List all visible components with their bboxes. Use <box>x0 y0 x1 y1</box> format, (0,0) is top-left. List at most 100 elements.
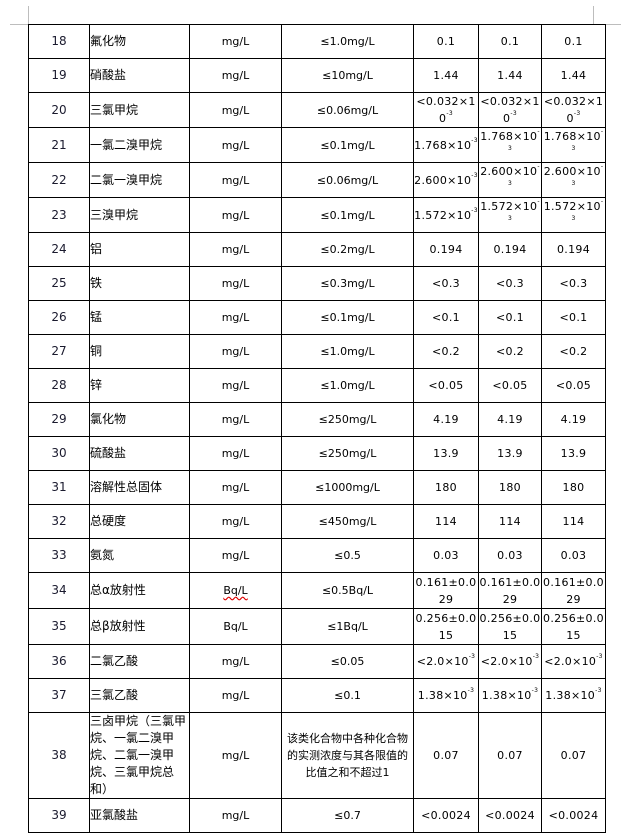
row-number-cell: 38 <box>28 712 90 799</box>
result-value: 0.07 <box>497 749 523 762</box>
unit-text: mg/L <box>221 103 250 117</box>
unit-cell: mg/L <box>189 470 282 505</box>
unit-text: mg/L <box>221 311 250 324</box>
result-cell: <0.032×10-3 <box>541 92 606 128</box>
unit-cell: mg/L <box>189 368 282 403</box>
result-exponent: -3 <box>507 163 540 188</box>
result-value: 1.38×10 <box>417 689 468 702</box>
table-row: 23 三溴甲烷 mg/L ≤0.1mg/L 1.572×10-3 1.572×10-3 1.… <box>28 197 606 233</box>
row-number-cell: 21 <box>28 127 90 163</box>
unit-text: mg/L <box>221 345 250 358</box>
result-value: <0.05 <box>428 379 464 392</box>
result-value: 1.38×10 <box>545 689 596 702</box>
result-cell: 1.768×10-3 <box>478 127 542 163</box>
unit-text: mg/L <box>221 481 250 494</box>
result-cell: 114 <box>541 504 606 539</box>
page-corner-mark-right-v <box>593 6 594 24</box>
result-cell: 13.9 <box>541 436 606 471</box>
table-row: 36 二氯乙酸 mg/L ≤0.05 <2.0×10-3 <2.0×10-3 <2.0×10… <box>28 644 606 679</box>
result-cell: 0.1 <box>541 24 606 59</box>
result-cell: 0.256±0.015 <box>478 608 542 645</box>
result-value: 0.256±0.015 <box>415 611 477 642</box>
result-cell: 114 <box>413 504 479 539</box>
unit-text: Bq/L <box>223 620 248 633</box>
result-cell: 0.194 <box>413 232 479 267</box>
row-number-cell: 33 <box>28 538 90 573</box>
item-name-cell: 总β放射性 <box>89 608 190 645</box>
result-cell: 4.19 <box>413 402 479 437</box>
row-number-cell: 35 <box>28 608 90 645</box>
result-value: <0.3 <box>432 277 460 290</box>
result-value: 0.256±0.015 <box>543 611 604 642</box>
row-number-cell: 32 <box>28 504 90 539</box>
water-quality-table: 18 氟化物 mg/L ≤1.0mg/L 0.1 0.1 0.1 19 硝酸盐 mg/L ≤10mg… <box>28 24 606 833</box>
result-cell: 0.07 <box>413 712 479 799</box>
page-corner-mark-left-h <box>10 24 28 25</box>
result-value: 4.19 <box>560 413 587 426</box>
row-number-cell: 27 <box>28 334 90 369</box>
result-cell: <0.0024 <box>413 798 479 833</box>
result-cell: <0.3 <box>413 266 479 301</box>
result-cell: 0.256±0.015 <box>413 608 479 645</box>
item-name-cell: 硝酸盐 <box>89 58 190 93</box>
row-number-cell: 28 <box>28 368 90 403</box>
result-cell: 1.572×10-3 <box>541 197 606 233</box>
result-cell: 0.03 <box>478 538 542 573</box>
result-cell: 1.38×10-3 <box>541 678 606 713</box>
result-value: <0.3 <box>496 277 524 290</box>
result-cell: 2.600×10-3 <box>413 162 479 198</box>
row-number-cell: 29 <box>28 402 90 437</box>
result-exponent: -3 <box>571 128 604 153</box>
result-value: <2.0×10 <box>480 655 533 668</box>
result-cell: 1.44 <box>478 58 542 93</box>
result-value: 1.768×10 <box>414 138 472 152</box>
result-cell: 2.600×10-3 <box>541 162 606 198</box>
table-row: 31 溶解性总固体 mg/L ≤1000mg/L 180 180 180 <box>28 470 606 505</box>
result-cell: <0.2 <box>413 334 479 369</box>
unit-cell: mg/L <box>189 712 282 799</box>
result-exponent: -3 <box>507 198 540 223</box>
result-value: 180 <box>562 481 585 494</box>
limit-cell: ≤1.0mg/L <box>281 334 414 369</box>
result-value: 114 <box>435 515 457 528</box>
unit-text: mg/L <box>221 35 250 48</box>
result-value: <0.1 <box>496 311 524 324</box>
result-exponent: -3 <box>532 653 540 660</box>
result-cell: <0.2 <box>478 334 542 369</box>
result-value: <2.0×10 <box>416 655 469 668</box>
unit-text: mg/L <box>221 138 250 152</box>
result-cell: <0.1 <box>478 300 542 335</box>
unit-cell: mg/L <box>189 678 282 713</box>
unit-cell: mg/L <box>189 58 282 93</box>
result-value: 0.161±0.029 <box>479 575 541 606</box>
unit-cell: mg/L <box>189 402 282 437</box>
page-corner-mark-left-v <box>28 6 29 24</box>
result-value: 114 <box>499 515 521 528</box>
table-row: 30 硫酸盐 mg/L ≤250mg/L 13.9 13.9 13.9 <box>28 436 606 471</box>
result-value: <0.05 <box>555 379 592 392</box>
result-cell: 1.44 <box>541 58 606 93</box>
item-name-cell: 三卤甲烷（三氯甲烷、一氯二溴甲烷、二氯一溴甲烷、三氯甲烷总和） <box>89 712 190 799</box>
unit-cell: mg/L <box>189 538 282 573</box>
result-exponent: -3 <box>468 653 476 660</box>
result-value: 0.1 <box>500 35 520 48</box>
table-row: 19 硝酸盐 mg/L ≤10mg/L 1.44 1.44 1.44 <box>28 58 606 93</box>
result-exponent: -3 <box>595 687 602 694</box>
table-row: 28 锌 mg/L ≤1.0mg/L <0.05 <0.05 <0.05 <box>28 368 606 403</box>
unit-cell: mg/L <box>189 162 282 198</box>
item-name-cell: 铜 <box>89 334 190 369</box>
item-name-cell: 一氯二溴甲烷 <box>89 127 190 163</box>
row-number-cell: 20 <box>28 92 90 128</box>
item-name-cell: 三氯乙酸 <box>89 678 190 713</box>
row-number-cell: 25 <box>28 266 90 301</box>
result-value: 13.9 <box>560 447 587 460</box>
result-value: <0.05 <box>492 379 528 392</box>
result-cell: <2.0×10-3 <box>541 644 606 679</box>
result-value: 0.07 <box>560 749 587 762</box>
limit-cell: ≤0.06mg/L <box>281 162 414 198</box>
limit-cell: ≤1.0mg/L <box>281 368 414 403</box>
result-exponent: -3 <box>571 198 604 223</box>
unit-cell: mg/L <box>189 266 282 301</box>
result-value: 0.161±0.029 <box>543 575 604 606</box>
result-cell: 0.07 <box>478 712 542 799</box>
